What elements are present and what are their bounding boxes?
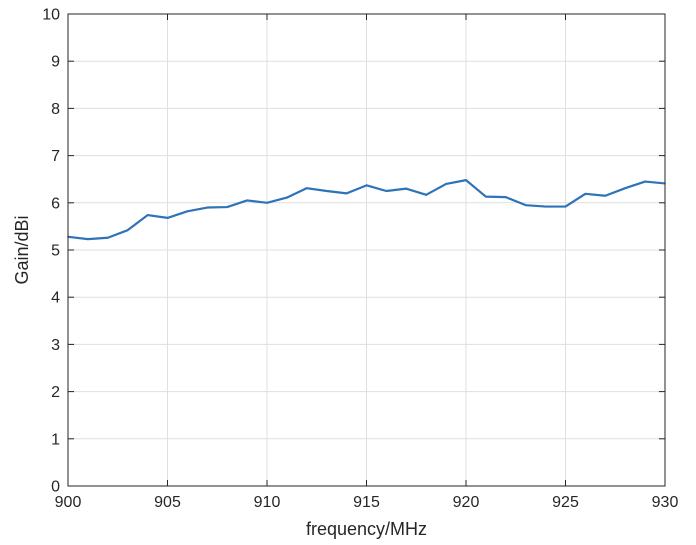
y-tick-label: 6 bbox=[51, 195, 60, 212]
y-tick-label: 1 bbox=[51, 431, 60, 448]
x-tick-label: 910 bbox=[254, 494, 281, 511]
data-point bbox=[604, 194, 607, 197]
y-tick-label: 2 bbox=[51, 384, 60, 401]
y-tick-label: 9 bbox=[51, 54, 60, 71]
data-point bbox=[266, 202, 268, 204]
y-tick-label: 10 bbox=[42, 7, 60, 24]
y-tick-label: 8 bbox=[51, 101, 60, 118]
data-point bbox=[286, 196, 288, 199]
data-point bbox=[246, 199, 248, 202]
data-point bbox=[544, 205, 547, 208]
grid-lines bbox=[68, 14, 665, 486]
y-axis-ticks: 0 1 2 3 4 5 6 7 8 9 10 bbox=[42, 7, 665, 496]
data-point bbox=[126, 229, 129, 231]
x-axis-ticks: 900 905 910 915 920 925 930 bbox=[55, 14, 679, 511]
data-point bbox=[226, 206, 228, 208]
x-tick-label: 920 bbox=[453, 494, 480, 511]
x-tick-label: 925 bbox=[552, 494, 579, 511]
series-group bbox=[67, 179, 666, 241]
data-point bbox=[365, 184, 368, 187]
data-point bbox=[485, 195, 487, 198]
data-point bbox=[505, 196, 507, 198]
y-tick-label: 5 bbox=[51, 243, 60, 260]
data-point bbox=[405, 187, 408, 190]
x-tick-label: 930 bbox=[652, 494, 679, 511]
y-tick-label: 7 bbox=[51, 148, 60, 165]
x-tick-label: 905 bbox=[154, 494, 181, 511]
data-point bbox=[584, 193, 587, 195]
data-point bbox=[186, 210, 189, 213]
y-axis-label: Gain/dBi bbox=[12, 215, 32, 284]
data-point bbox=[345, 192, 348, 195]
data-point bbox=[465, 179, 467, 181]
data-point bbox=[624, 187, 626, 189]
data-point bbox=[87, 238, 89, 240]
y-tick-label: 0 bbox=[51, 479, 60, 496]
data-point bbox=[385, 190, 388, 192]
y-tick-label: 3 bbox=[51, 337, 60, 354]
data-point bbox=[445, 183, 447, 185]
y-tick-label: 4 bbox=[51, 290, 60, 307]
data-point bbox=[146, 214, 149, 216]
data-point bbox=[425, 193, 428, 196]
x-tick-label: 900 bbox=[55, 494, 82, 511]
data-point bbox=[107, 236, 109, 239]
data-point bbox=[325, 190, 328, 192]
x-tick-label: 915 bbox=[353, 494, 380, 511]
data-point bbox=[644, 180, 646, 183]
data-point bbox=[206, 206, 209, 209]
data-point bbox=[166, 217, 169, 219]
x-axis-label: frequency/MHz bbox=[306, 519, 427, 539]
data-point bbox=[564, 205, 567, 208]
data-point bbox=[306, 187, 308, 189]
data-point bbox=[524, 204, 527, 206]
